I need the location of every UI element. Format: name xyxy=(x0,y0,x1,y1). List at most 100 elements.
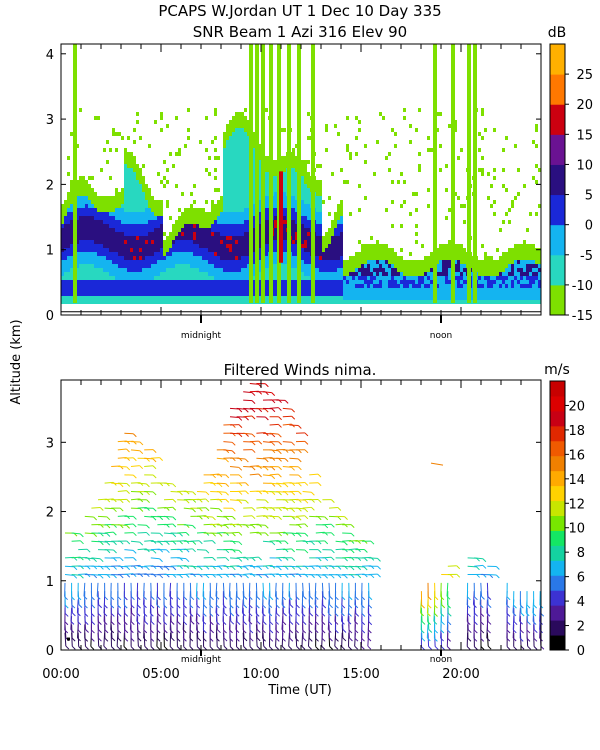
wind-barb xyxy=(295,582,300,601)
wind-barb xyxy=(150,582,155,600)
wind-colorbar-tick-label: 2 xyxy=(577,620,585,635)
wind-barb xyxy=(124,557,137,561)
wind-barb xyxy=(71,574,84,579)
wind-barb xyxy=(282,557,296,562)
wind-barb xyxy=(328,607,333,626)
wind-barb xyxy=(241,599,246,617)
wind-barb xyxy=(262,591,267,609)
figure-title-line1: PCAPS W.Jordan UT 1 Dec 10 Day 335 xyxy=(158,2,441,20)
wind-barb xyxy=(104,616,109,634)
wind-barb xyxy=(229,466,243,471)
wind-barb xyxy=(203,474,216,479)
wind-barb xyxy=(236,574,249,579)
snr-midnight-label: midnight xyxy=(181,331,222,341)
wind-barb xyxy=(255,582,261,600)
wind-barb xyxy=(183,582,188,601)
wind-y-tick-label: 0 xyxy=(46,644,54,659)
wind-barb xyxy=(242,632,248,650)
wind-barb xyxy=(130,465,144,470)
wind-barb xyxy=(117,466,131,471)
wind-barb xyxy=(117,582,122,601)
snr-colorbar-frame xyxy=(549,43,566,316)
wind-barb xyxy=(110,582,115,601)
wind-barb xyxy=(130,449,144,455)
wind-barb xyxy=(341,632,346,650)
wind-barb xyxy=(519,616,524,634)
wind-barb xyxy=(243,524,256,529)
wind-barb xyxy=(269,441,282,446)
wind-barb xyxy=(487,574,500,579)
wind-barb xyxy=(262,607,267,626)
wind-barb xyxy=(302,490,315,496)
wind-colorbar-tick-label: 0 xyxy=(577,644,585,659)
wind-barb xyxy=(157,565,170,571)
snr-colorbar-segment xyxy=(550,254,565,286)
wind-barb xyxy=(368,557,381,562)
wind-barb xyxy=(289,532,302,538)
wind-barb xyxy=(150,457,164,461)
wind-barb xyxy=(77,582,82,601)
wind-barb xyxy=(223,515,236,520)
wind-barb xyxy=(83,591,88,609)
wind-barb xyxy=(242,582,248,600)
wind-barb xyxy=(84,557,97,563)
wind-colorbar-segment xyxy=(550,470,565,487)
wind-barb xyxy=(229,591,234,609)
wind-barb xyxy=(302,540,315,546)
wind-barb xyxy=(64,632,70,650)
wind-barb xyxy=(282,407,295,413)
wind-barb xyxy=(269,473,282,478)
wind-barb xyxy=(183,507,196,513)
wind-midnight-label: midnight xyxy=(181,655,222,665)
wind-barb xyxy=(104,565,117,570)
wind-barb xyxy=(216,482,230,487)
wind-y-tick-label: 2 xyxy=(46,506,54,521)
wind-barb xyxy=(216,490,229,496)
wind-barb xyxy=(322,574,335,579)
wind-barb xyxy=(104,582,109,601)
wind-barb xyxy=(269,449,282,455)
wind-barb xyxy=(229,474,243,479)
wind-barb xyxy=(440,607,445,626)
wind-barb xyxy=(183,524,196,529)
wind-barb xyxy=(256,565,269,570)
wind-barb xyxy=(163,498,177,503)
wind-barb xyxy=(282,449,296,454)
wind-barb xyxy=(169,616,174,634)
wind-barb xyxy=(269,607,274,626)
wind-barb xyxy=(289,524,302,529)
wind-barb xyxy=(209,582,214,601)
wind-barb xyxy=(269,482,282,488)
wind-y-axis: 0 1 2 3 xyxy=(46,436,541,659)
wind-barb xyxy=(236,482,249,487)
wind-barb xyxy=(309,549,322,553)
wind-barb xyxy=(170,532,183,537)
wind-colorbar-segment xyxy=(550,515,565,531)
wind-barb xyxy=(420,591,425,609)
wind-barb xyxy=(222,582,228,600)
wind-barb xyxy=(117,498,131,503)
wind-barb xyxy=(302,607,307,625)
wind-barb xyxy=(223,449,236,455)
wind-barb xyxy=(229,531,243,536)
wind-colorbar-unit: m/s xyxy=(544,362,570,378)
snr-colorbar-unit: dB xyxy=(548,25,567,41)
wind-barb xyxy=(256,457,269,463)
wind-barb xyxy=(243,515,256,520)
wind-barb xyxy=(327,599,332,617)
wind-barb xyxy=(169,591,174,609)
wind-x-axis xyxy=(60,380,542,656)
wind-barb xyxy=(143,599,148,617)
wind-barb xyxy=(216,549,230,554)
wind-barb xyxy=(91,507,104,511)
wind-barb xyxy=(103,632,108,650)
snr-colorbar-tick-label: 0 xyxy=(585,219,593,234)
wind-barb xyxy=(137,565,150,571)
wind-barb xyxy=(223,441,236,446)
wind-barb xyxy=(289,457,302,463)
wind-barb xyxy=(335,574,348,579)
wind-barb xyxy=(157,549,170,554)
wind-barb xyxy=(309,482,322,487)
wind-barb xyxy=(91,574,104,579)
snr-colorbar-tick-label: 15 xyxy=(576,128,593,143)
